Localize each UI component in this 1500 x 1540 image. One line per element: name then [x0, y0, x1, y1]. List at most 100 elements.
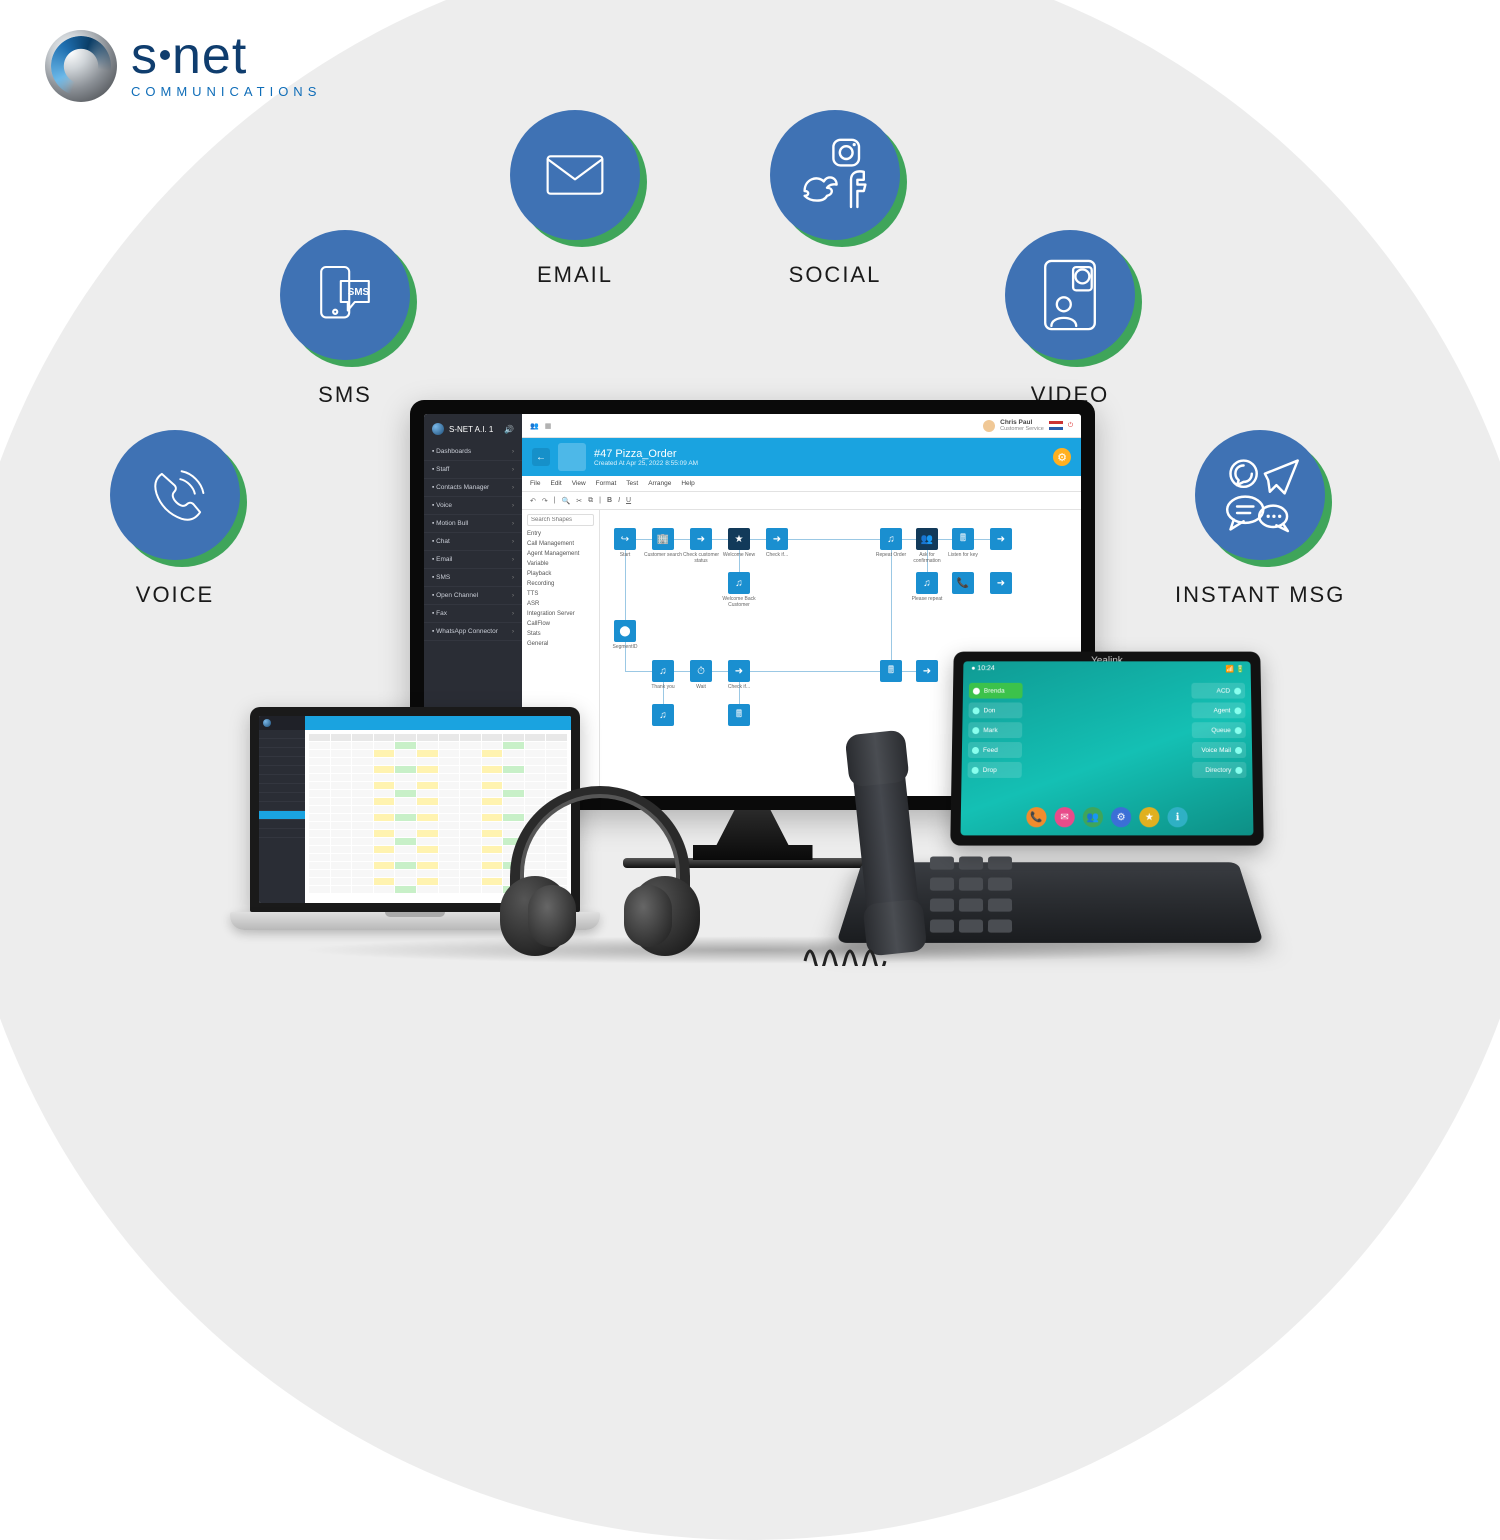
flow-node-label: Customer search	[643, 552, 683, 558]
sidebar-item[interactable]: ▪ Open Channel›	[424, 587, 522, 605]
flow-node[interactable]: ♫	[880, 528, 902, 550]
flow-node[interactable]: ↪	[614, 528, 636, 550]
flow-node[interactable]: ➜	[728, 660, 750, 682]
desk-phone: Yealink ● 10:24 📶 🔋 BrendaDonMarkFeedDro…	[810, 650, 1280, 960]
phone-softkey[interactable]: Mark	[968, 722, 1022, 738]
channel-email: EMAIL	[510, 110, 640, 288]
menu-item[interactable]: Edit	[550, 480, 561, 487]
menu-item[interactable]: View	[572, 480, 586, 487]
app-topbar: 👥 ▦ Chris Paul Customer Service ⏻	[522, 414, 1081, 438]
sidebar-item[interactable]: ▪ Voice›	[424, 497, 522, 515]
panel-item[interactable]: Playback	[527, 569, 594, 579]
panel-item[interactable]: Stats	[527, 629, 594, 639]
panel-item[interactable]: Agent Management	[527, 549, 594, 559]
shapes-search-input[interactable]	[527, 514, 594, 526]
sidebar-item[interactable]: ▪ Motion Bull›	[424, 515, 522, 533]
channel-social-label: SOCIAL	[789, 262, 882, 288]
sidebar-item[interactable]: ▪ Dashboards›	[424, 443, 522, 461]
panel-item[interactable]: CallFlow	[527, 619, 594, 629]
flow-node[interactable]: 🏢	[652, 528, 674, 550]
phone-softkey[interactable]: Agent	[1192, 702, 1246, 718]
flow-node[interactable]: ➜	[766, 528, 788, 550]
power-icon[interactable]: ⏻	[1068, 422, 1073, 430]
sidebar-item[interactable]: ▪ Fax›	[424, 605, 522, 623]
flow-node[interactable]: ⏱	[690, 660, 712, 682]
flow-node-label: Thank you	[643, 684, 683, 690]
app-name: S-NET A.I. 1	[449, 425, 493, 434]
phone-status-left: ● 10:24	[971, 665, 995, 672]
phone-softkey[interactable]: Directory	[1192, 762, 1246, 778]
zoom-in-icon[interactable]: 🔍	[562, 497, 571, 505]
device-cluster: S-NET A.I. 1 🔊 ▪ Dashboards›▪ Staff›▪ Co…	[240, 400, 1260, 970]
sidebar-item[interactable]: ▪ Contacts Manager›	[424, 479, 522, 497]
panel-item[interactable]: Integration Server	[527, 609, 594, 619]
phone-dock-icon[interactable]: ⚙	[1111, 807, 1131, 827]
phone-dock-icon[interactable]: 📞	[1026, 807, 1046, 827]
back-button[interactable]: ←	[532, 448, 550, 466]
panel-item[interactable]: Recording	[527, 579, 594, 589]
menu-item[interactable]: Test	[626, 480, 638, 487]
phone-dock-icon[interactable]: ℹ	[1167, 807, 1187, 827]
avatar[interactable]	[983, 420, 995, 432]
flow-node[interactable]: ★	[728, 528, 750, 550]
flow-node[interactable]: ♫	[916, 572, 938, 594]
flag-icon[interactable]	[1049, 421, 1063, 430]
settings-button[interactable]: ⚙	[1053, 448, 1071, 466]
undo-icon[interactable]: ↶	[530, 497, 536, 505]
laptop-sidebar	[259, 716, 305, 903]
menu-item[interactable]: Help	[681, 480, 694, 487]
phone-softkey[interactable]: Voice Mail	[1192, 742, 1246, 758]
phone-dock-icon[interactable]: ✉	[1055, 807, 1075, 827]
flow-node[interactable]: 📞	[952, 572, 974, 594]
flow-node[interactable]: ♫	[652, 704, 674, 726]
flow-node-label: Ask for confirmation	[907, 552, 947, 564]
panel-item[interactable]: General	[527, 639, 594, 649]
phone-softkey[interactable]: ACD	[1191, 683, 1245, 699]
svg-text:SMS: SMS	[348, 287, 370, 298]
people-icon[interactable]: 👥	[530, 422, 539, 430]
menu-item[interactable]: Arrange	[648, 480, 671, 487]
phone-softkey[interactable]: Don	[968, 702, 1022, 718]
panel-item[interactable]: Call Management	[527, 539, 594, 549]
sidebar-item[interactable]: ▪ WhatsApp Connector›	[424, 623, 522, 641]
grid-icon[interactable]: ▦	[545, 422, 552, 430]
flow-node[interactable]: ➜	[990, 572, 1012, 594]
sidebar-item[interactable]: ▪ SMS›	[424, 569, 522, 587]
flow-node[interactable]: 👥	[916, 528, 938, 550]
logo-wordmark: snet	[131, 33, 321, 80]
flow-node[interactable]: 🖩	[952, 528, 974, 550]
panel-item[interactable]: Entry	[527, 529, 594, 539]
monitor-stand	[693, 810, 813, 860]
flow-node[interactable]: ➜	[990, 528, 1012, 550]
flow-thumbnail-icon	[558, 443, 586, 471]
flow-node-label: SegmentID	[605, 644, 645, 650]
underline-icon[interactable]: U	[626, 497, 631, 504]
sidebar-item[interactable]: ▪ Chat›	[424, 533, 522, 551]
panel-item[interactable]: ASR	[527, 599, 594, 609]
phone-softkey[interactable]: Feed	[968, 742, 1022, 758]
flow-subtitle: Created At Apr 25, 2022 8:55:09 AM	[594, 460, 698, 467]
logo-orb-icon	[45, 30, 117, 102]
flow-node[interactable]: ➜	[690, 528, 712, 550]
flow-node[interactable]: ♫	[728, 572, 750, 594]
bold-icon[interactable]: B	[607, 497, 612, 504]
flow-node[interactable]: 🖩	[728, 704, 750, 726]
phone-dock-icon[interactable]: ★	[1139, 807, 1159, 827]
redo-icon[interactable]: ↷	[542, 497, 548, 505]
sidebar-item[interactable]: ▪ Staff›	[424, 461, 522, 479]
menu-item[interactable]: File	[530, 480, 540, 487]
flow-node[interactable]: ⬤	[614, 620, 636, 642]
flow-node[interactable]: ♫	[652, 660, 674, 682]
cut-icon[interactable]: ✂	[576, 497, 582, 505]
sidebar-item[interactable]: ▪ Email›	[424, 551, 522, 569]
panel-item[interactable]: TTS	[527, 589, 594, 599]
menu-item[interactable]: Format	[596, 480, 617, 487]
italic-icon[interactable]: I	[618, 497, 620, 504]
phone-softkey[interactable]: Drop	[968, 762, 1022, 778]
phone-softkey[interactable]: Brenda	[969, 683, 1023, 699]
copy-icon[interactable]: ⧉	[588, 497, 593, 505]
phone-softkey[interactable]: Queue	[1192, 722, 1246, 738]
flow-node-label: Check customer status	[681, 552, 721, 564]
phone-dock-icon[interactable]: 👥	[1083, 807, 1103, 827]
panel-item[interactable]: Variable	[527, 559, 594, 569]
